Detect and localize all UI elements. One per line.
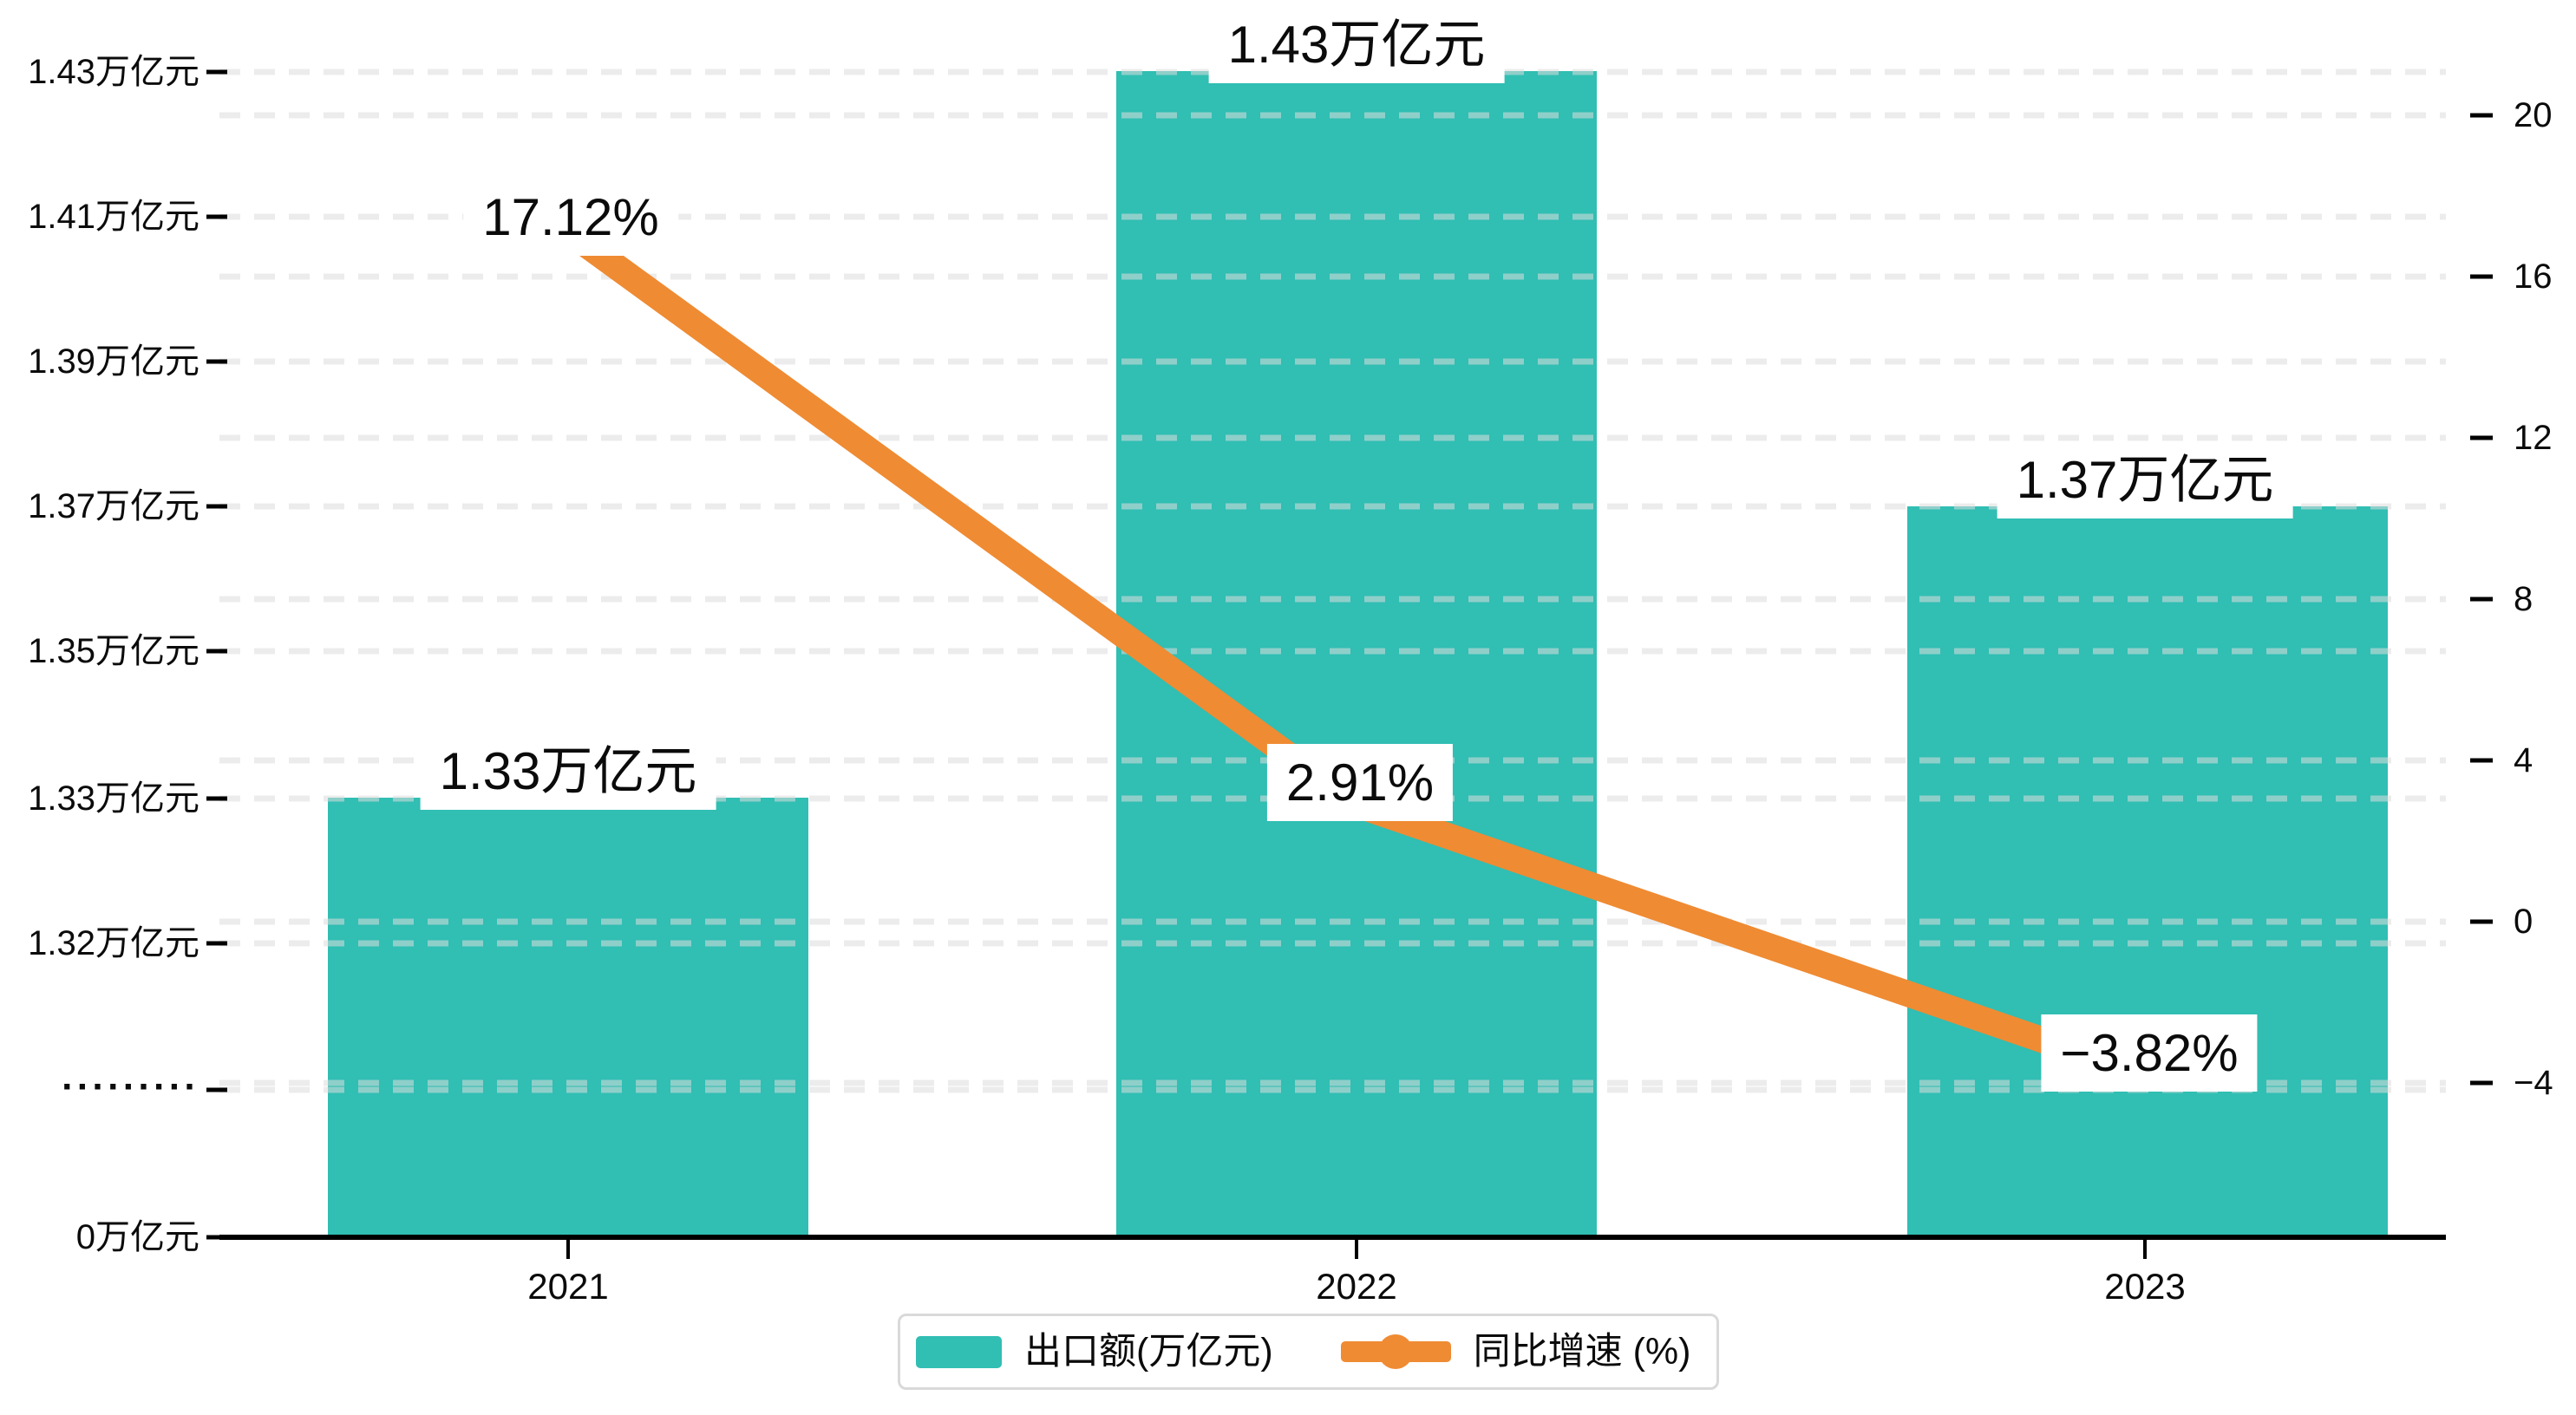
legend-item-export[interactable]: 出口额(万亿元) — [916, 1330, 1273, 1373]
legend-label-growth: 同比增速 (%) — [1473, 1331, 1691, 1373]
right-axis-label: 0 — [2514, 903, 2534, 941]
x-axis-ticks — [566, 1240, 2147, 1259]
bar-2022[interactable] — [1116, 71, 1597, 1236]
right-axis-label: 12 — [2514, 419, 2553, 457]
bar-2021[interactable] — [328, 798, 808, 1236]
left-axis-label: 1.35万亿元 — [28, 632, 199, 670]
left-axis-label: 1.32万亿元 — [28, 924, 199, 962]
x-axis-label-2021: 2021 — [527, 1266, 609, 1307]
bar-2023[interactable] — [1907, 506, 2388, 1236]
right-axis-label: 4 — [2514, 741, 2534, 779]
legend-item-growth[interactable]: 同比增速 (%) — [1340, 1330, 1691, 1373]
right-axis-label: 20 — [2514, 96, 2553, 134]
left-axis-label: 0万亿元 — [75, 1218, 199, 1256]
left-axis-label: 1.37万亿元 — [28, 487, 199, 525]
right-axis-label: −4 — [2514, 1064, 2553, 1102]
left-axis-label: 1.33万亿元 — [28, 779, 199, 818]
bar-series-swatch-icon — [916, 1335, 1002, 1368]
legend: 出口额(万亿元) 同比增速 (%) — [898, 1314, 1720, 1390]
legend-label-export: 出口额(万亿元) — [1024, 1331, 1273, 1373]
x-axis-label-2022: 2022 — [1316, 1266, 1397, 1307]
left-axis-ticks — [206, 69, 227, 1240]
left-axis-label: 1.39万亿元 — [28, 342, 199, 381]
line-value-label-2023: −3.82% — [2041, 1014, 2258, 1092]
bar-value-label-2021: 1.33万亿元 — [420, 733, 716, 810]
left-axis-label: 1.43万亿元 — [28, 53, 199, 91]
line-value-label-2022: 2.91% — [1266, 744, 1454, 821]
bar-value-label-2022: 1.43万亿元 — [1208, 6, 1505, 83]
right-axis-label: 16 — [2514, 258, 2553, 296]
right-axis-ticks — [2470, 113, 2493, 1086]
right-axis-label: 8 — [2514, 580, 2534, 618]
left-axis-label: 1.41万亿元 — [28, 198, 199, 236]
line-series-marker-icon — [1340, 1334, 1451, 1369]
line-value-label-2021: 17.12% — [463, 179, 678, 256]
x-axis-label-2023: 2023 — [2104, 1266, 2186, 1307]
axis-break-dots: ········· — [62, 1066, 199, 1108]
bar-value-label-2023: 1.37万亿元 — [1997, 441, 2293, 518]
